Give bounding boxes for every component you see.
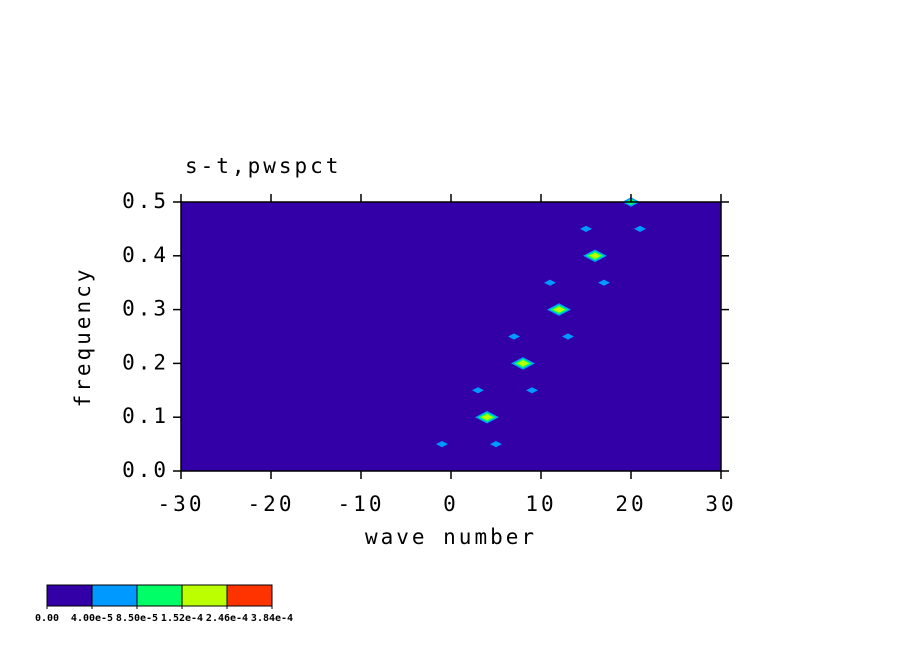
y-tick-label: 0.1 xyxy=(122,404,169,428)
x-tick-label: -20 xyxy=(248,492,295,516)
x-tick-label: 30 xyxy=(705,492,736,516)
y-tick-label: 0.4 xyxy=(122,243,169,267)
contour-blob xyxy=(589,252,601,259)
contour-blob xyxy=(598,279,610,286)
x-tick-label: 0 xyxy=(443,492,459,516)
colorbar-label: 8.50e-5 xyxy=(116,613,158,624)
y-tick-label: 0.5 xyxy=(122,189,169,213)
contour-blob xyxy=(472,387,484,394)
contour-blob xyxy=(562,333,574,340)
colorbar-label: 4.00e-5 xyxy=(71,613,113,624)
x-axis-label: wave number xyxy=(365,525,537,549)
contour-blob xyxy=(517,360,529,367)
colorbar-label: 1.52e-4 xyxy=(161,613,203,624)
x-tick-label: -30 xyxy=(158,492,205,516)
colorbar-swatch xyxy=(136,584,183,607)
contour-blob xyxy=(544,279,556,286)
plot-background xyxy=(181,202,721,471)
colorbar-swatch xyxy=(91,584,138,607)
contour-blob xyxy=(481,414,493,421)
colorbar-swatch xyxy=(181,584,228,607)
colorbar-swatch xyxy=(46,584,93,607)
contour-blob xyxy=(553,306,565,313)
x-tick-label: 20 xyxy=(615,492,646,516)
colorbar-swatch xyxy=(226,584,273,607)
colorbar-label: 0.00 xyxy=(35,613,59,624)
contour-blob xyxy=(526,387,538,394)
colorbar-label: 3.84e-4 xyxy=(251,613,293,624)
contour-blob xyxy=(634,225,646,232)
y-axis-label: frequency xyxy=(71,267,95,408)
chart-title: s-t,pwspct xyxy=(185,154,341,178)
contour-blob xyxy=(508,333,520,340)
x-tick-label: -10 xyxy=(338,492,385,516)
contour-blob xyxy=(436,441,448,448)
colorbar-label: 2.46e-4 xyxy=(206,613,248,624)
contour-blob xyxy=(490,441,502,448)
y-tick-label: 0.3 xyxy=(122,297,169,321)
x-tick-label: 10 xyxy=(525,492,556,516)
y-tick-label: 0.0 xyxy=(122,458,169,482)
contour-blob xyxy=(580,225,592,232)
y-tick-label: 0.2 xyxy=(122,350,169,374)
